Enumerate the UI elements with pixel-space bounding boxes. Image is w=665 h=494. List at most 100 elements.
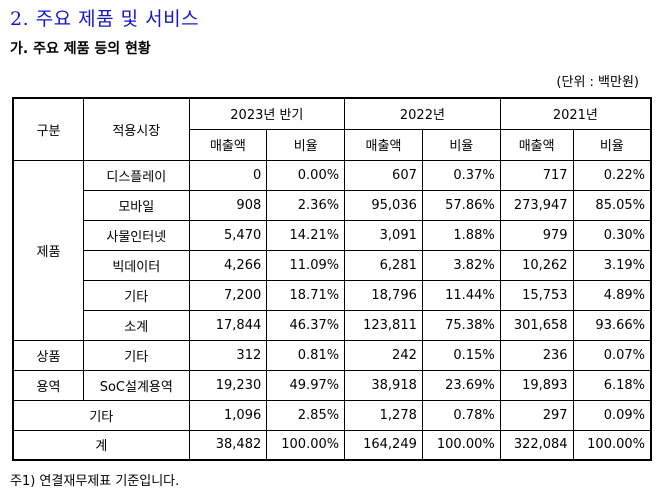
header-row-2: 매출액 비율 매출액 비율 매출액 비율: [13, 128, 652, 161]
subsection-title: 가. 주요 제품 등의 현황: [10, 41, 151, 57]
cell-ratio: 4.89%: [572, 279, 652, 311]
table-row: 모바일 908 2.36% 95,036 57.86% 273,947 85.0…: [13, 189, 652, 221]
row-market: 소계: [82, 309, 190, 341]
group-products: 제품: [12, 159, 84, 341]
table-row: 상품 기타 312 0.81% 242 0.15% 236 0.07%: [12, 339, 652, 371]
cell-sales: 236: [499, 339, 574, 371]
row-market: 기타: [82, 279, 190, 311]
cell-ratio: 23.69%: [421, 369, 501, 401]
row-market: SoC설계용역: [82, 369, 190, 401]
table-row: 사물인터넷 5,470 14.21% 3,091 1.88% 979 0.30%: [13, 219, 652, 251]
cell-sales: 38,482: [188, 429, 268, 461]
cell-sales: 242: [344, 339, 423, 371]
cell-ratio: 11.44%: [421, 279, 501, 311]
cell-ratio: 6.18%: [572, 369, 652, 401]
cell-sales: 164,249: [344, 429, 423, 461]
row-market: 디스플레이: [82, 159, 190, 191]
cell-ratio: 0.07%: [572, 339, 652, 371]
table-row: 빅데이터 4,266 11.09% 6,281 3.82% 10,262 3.1…: [13, 249, 652, 281]
cell-sales: 297: [499, 399, 574, 431]
row-market: 기타: [82, 339, 190, 371]
cell-sales: 322,084: [499, 429, 574, 461]
cell-sales: 908: [188, 189, 268, 221]
table-row: 기타 7,200 18.71% 18,796 11.44% 15,753 4.8…: [13, 279, 652, 311]
cell-sales: 17,844: [188, 309, 268, 341]
table-row: 기타 1,096 2.85% 1,278 0.78% 297 0.09%: [12, 399, 652, 431]
footnote: 주1) 연결재무제표 기준입니다.: [10, 474, 180, 489]
cell-sales: 1,278: [344, 399, 423, 431]
cell-sales: 7,200: [188, 279, 268, 311]
cell-sales: 19,893: [499, 369, 574, 401]
cell-sales: 6,281: [344, 249, 423, 281]
cell-ratio: 0.22%: [572, 159, 652, 191]
group-services: 용역: [12, 369, 84, 401]
cell-ratio: 2.85%: [266, 399, 346, 431]
header-sales: 매출액: [499, 128, 574, 161]
header-sales: 매출액: [344, 128, 423, 161]
table-row-total: 계 38,482 100.00% 164,249 100.00% 322,084…: [12, 429, 652, 461]
cell-ratio: 100.00%: [572, 429, 652, 461]
cell-sales: 123,811: [344, 309, 423, 341]
unit-label: (단위 : 백만원): [556, 75, 639, 90]
cell-sales: 3,091: [344, 219, 423, 251]
header-period-2023h1: 2023년 반기: [188, 97, 346, 130]
cell-sales: 312: [188, 339, 268, 371]
header-ratio: 비율: [572, 128, 652, 161]
header-sales: 매출액: [188, 128, 268, 161]
row-market: 모바일: [82, 189, 190, 221]
cell-ratio: 75.38%: [421, 309, 501, 341]
header-row-1: 구분 적용시장 2023년 반기 2022년 2021년: [12, 97, 652, 161]
header-ratio: 비율: [421, 128, 501, 161]
header-period-2022: 2022년: [344, 97, 501, 130]
cell-ratio: 0.37%: [421, 159, 501, 191]
cell-sales: 38,918: [344, 369, 423, 401]
cell-ratio: 100.00%: [421, 429, 501, 461]
cell-ratio: 0.00%: [266, 159, 346, 191]
row-market: 사물인터넷: [82, 219, 190, 251]
cell-sales: 5,470: [188, 219, 268, 251]
cell-ratio: 0.78%: [421, 399, 501, 431]
cell-sales: 4,266: [188, 249, 268, 281]
cell-ratio: 46.37%: [266, 309, 346, 341]
cell-ratio: 1.88%: [421, 219, 501, 251]
cell-sales: 18,796: [344, 279, 423, 311]
cell-sales: 717: [499, 159, 574, 191]
header-category: 구분: [12, 97, 84, 161]
cell-ratio: 18.71%: [266, 279, 346, 311]
table-row-subtotal: 소계 17,844 46.37% 123,811 75.38% 301,658 …: [13, 309, 652, 341]
header-ratio: 비율: [266, 128, 346, 161]
cell-ratio: 57.86%: [421, 189, 501, 221]
cell-sales: 1,096: [188, 399, 268, 431]
group-goods: 상품: [12, 339, 84, 371]
cell-ratio: 0.30%: [572, 219, 652, 251]
cell-ratio: 2.36%: [266, 189, 346, 221]
product-status-table: 구분 적용시장 2023년 반기 2022년 2021년 매출액 비율 매출액 …: [12, 97, 652, 461]
cell-ratio: 0.15%: [421, 339, 501, 371]
section-title: 2. 주요 제품 및 서비스: [10, 8, 200, 30]
cell-sales: 273,947: [499, 189, 574, 221]
cell-sales: 19,230: [188, 369, 268, 401]
cell-sales: 607: [344, 159, 423, 191]
cell-sales: 979: [499, 219, 574, 251]
header-market: 적용시장: [82, 97, 190, 161]
cell-ratio: 14.21%: [266, 219, 346, 251]
cell-ratio: 3.19%: [572, 249, 652, 281]
cell-sales: 0: [188, 159, 268, 191]
cell-ratio: 0.09%: [572, 399, 652, 431]
cell-sales: 95,036: [344, 189, 423, 221]
table-row: 용역 SoC설계용역 19,230 49.97% 38,918 23.69% 1…: [12, 369, 652, 401]
row-market: 빅데이터: [82, 249, 190, 281]
cell-ratio: 0.81%: [266, 339, 346, 371]
cell-ratio: 49.97%: [266, 369, 346, 401]
row-market: 계: [12, 429, 190, 461]
cell-ratio: 85.05%: [572, 189, 652, 221]
row-market: 기타: [12, 399, 190, 431]
cell-sales: 301,658: [499, 309, 574, 341]
cell-sales: 10,262: [499, 249, 574, 281]
cell-ratio: 93.66%: [572, 309, 652, 341]
cell-ratio: 3.82%: [421, 249, 501, 281]
header-period-2021: 2021년: [499, 97, 652, 130]
table-row: 제품 디스플레이 0 0.00% 607 0.37% 717 0.22%: [12, 159, 652, 341]
cell-sales: 15,753: [499, 279, 574, 311]
cell-ratio: 100.00%: [266, 429, 346, 461]
